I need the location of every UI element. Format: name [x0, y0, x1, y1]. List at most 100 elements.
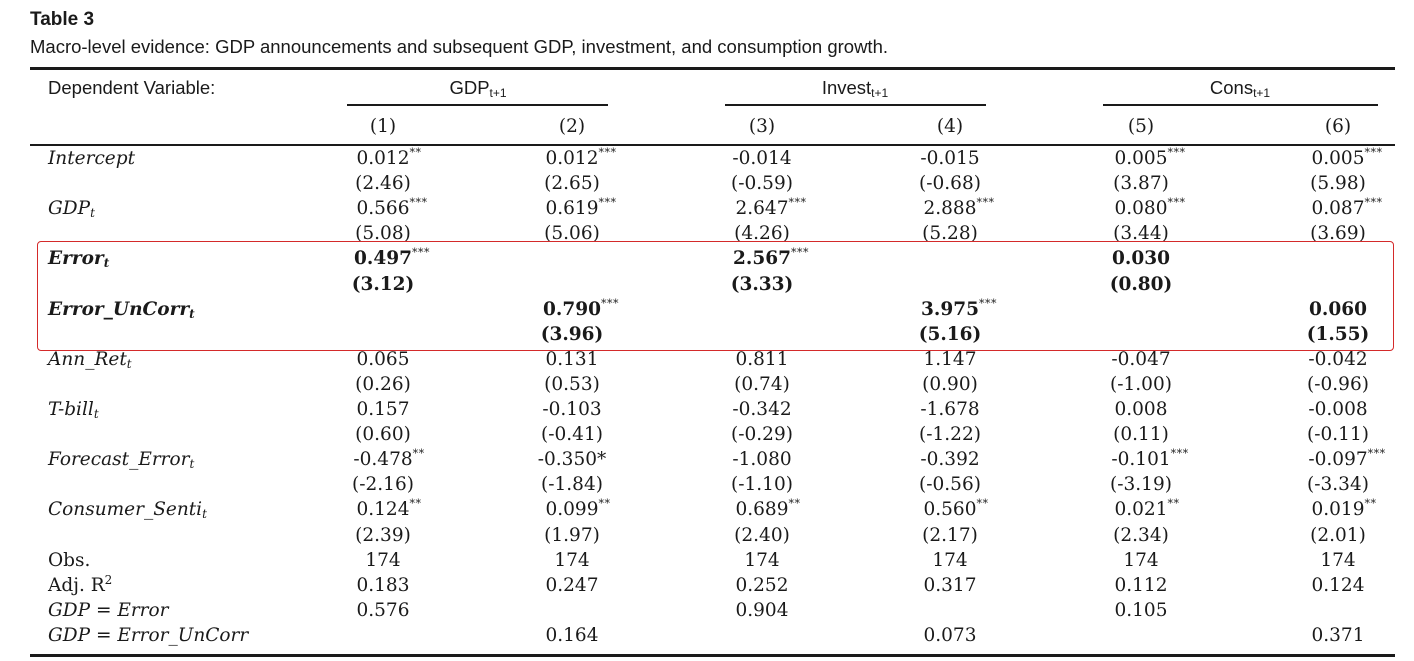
table-cell: 174 — [1320, 550, 1355, 572]
cell-value: (3.12) — [351, 273, 415, 295]
table-cell: 0.131 — [546, 349, 599, 371]
table-cell: 0.904 — [736, 600, 789, 622]
table-cell: (0.26) — [355, 374, 411, 396]
cell-value: 0.080 — [1114, 198, 1168, 220]
row-label: GDP = Error — [48, 600, 169, 622]
cell-value: 2.567 — [733, 248, 791, 270]
table-cell: (-0.41) — [541, 424, 603, 446]
cell-value: (-1.84) — [541, 474, 603, 496]
cell-value: -0.014 — [732, 148, 792, 169]
table-cell: 0.183 — [357, 575, 410, 597]
table-cell: -1.080 — [732, 449, 791, 471]
cell-value: 0.012 — [545, 148, 599, 169]
table-cell: (-1.84) — [541, 474, 603, 496]
cell-value: (0.26) — [355, 373, 411, 395]
table-cell: 0.105 — [1115, 600, 1168, 622]
column-number: (2) — [558, 116, 586, 137]
cell-value: (1.55) — [1306, 323, 1370, 345]
table-cell: -0.097 *** — [1308, 447, 1385, 471]
table-cell: (4.26) — [734, 223, 790, 245]
significance-stars: ** — [598, 497, 611, 511]
cell-value: (0.53) — [544, 373, 600, 395]
cell-value: 0.019 — [1311, 499, 1365, 521]
cell-value: 0.030 — [1112, 248, 1170, 270]
significance-stars: *** — [788, 196, 807, 210]
significance-stars: ** — [1364, 497, 1377, 511]
table-cell: 174 — [1123, 550, 1158, 572]
significance-stars: *** — [790, 246, 809, 260]
cell-value: (-2.16) — [352, 474, 414, 496]
table-cell: 0.099 ** — [546, 497, 610, 521]
row-label-text: Error_UnCorr — [48, 298, 190, 320]
cell-value: 0.164 — [545, 624, 599, 646]
cell-value: 0.124 — [1311, 574, 1365, 596]
table-cell: (2.40) — [734, 525, 790, 547]
table-cell: (3.33) — [731, 274, 794, 296]
table-cell: 2.567 *** — [733, 246, 808, 270]
row-label-subscript: t — [189, 457, 195, 472]
cell-value: 0.904 — [735, 599, 789, 621]
cell-value: (0.11) — [1113, 424, 1169, 446]
table-cell: (-3.34) — [1307, 474, 1369, 496]
table-cell: (2.39) — [355, 525, 411, 547]
significance-stars: *** — [978, 296, 997, 310]
cell-value: 3.975 — [921, 298, 979, 320]
table-cell: -0.008 — [1308, 399, 1367, 421]
column-group-header: Investt+1 — [822, 77, 888, 101]
column-number: (3) — [748, 116, 776, 137]
cell-value: (3.69) — [1310, 223, 1366, 245]
row-label: Intercept — [48, 148, 135, 170]
highlight-box — [37, 241, 1394, 351]
cell-value: 0.619 — [545, 198, 599, 220]
table-cell: 174 — [365, 550, 400, 572]
cell-value: 0.790 — [543, 298, 601, 320]
table-cell: (0.60) — [355, 424, 411, 446]
cell-value: -0.042 — [1308, 348, 1368, 370]
table-cell: (2.17) — [922, 525, 978, 547]
cell-value: (0.74) — [734, 373, 790, 395]
cell-value: 0.005 — [1311, 148, 1365, 169]
cell-value: 0.131 — [545, 348, 599, 370]
row-label: Forecast_Errort — [48, 449, 194, 472]
table-cell: 0.497 *** — [354, 246, 429, 270]
cell-value: 0.112 — [1114, 574, 1168, 596]
cell-value: -0.342 — [732, 399, 792, 420]
cell-value: -1.080 — [732, 449, 792, 471]
table-cell: 174 — [554, 550, 589, 572]
cell-value: -0.101 — [1111, 449, 1171, 471]
cell-value: 0.247 — [545, 574, 599, 596]
group-subscript: t+1 — [1253, 86, 1271, 100]
table-cell: (0.90) — [922, 374, 978, 396]
table-cell: 0.087 *** — [1312, 196, 1382, 220]
cell-value: 0.012 — [356, 148, 410, 169]
cell-value: 0.371 — [1311, 624, 1365, 646]
row-label-subscript: t — [189, 306, 195, 321]
table-cell: (3.96) — [541, 324, 604, 346]
row-label-text: Ann_Ret — [48, 348, 127, 370]
table-cell: 2.647 *** — [736, 196, 806, 220]
column-number: (6) — [1324, 116, 1352, 137]
table-cell: (-1.10) — [731, 474, 793, 496]
column-number: (4) — [936, 116, 964, 137]
table-cell: 0.124 — [1312, 575, 1365, 597]
table-cell: (5.16) — [919, 324, 982, 346]
cell-value: (-0.68) — [919, 173, 981, 195]
cell-value: -0.350* — [537, 449, 607, 471]
cell-value: 174 — [365, 549, 401, 571]
table-cell: (-0.11) — [1307, 424, 1369, 446]
table-cell: 2.888 *** — [923, 196, 994, 220]
cell-value: 0.566 — [356, 198, 410, 220]
cell-value: 2.888 — [923, 198, 977, 220]
table-cell: 0.252 — [736, 575, 789, 597]
row-label: GDP = Error_UnCorr — [48, 625, 248, 647]
cell-value: (5.16) — [918, 323, 982, 345]
table-cell: (1.55) — [1307, 324, 1370, 346]
cell-value: (0.80) — [1109, 273, 1173, 295]
table-cell: -0.350* — [538, 449, 606, 471]
table-cell: (5.08) — [355, 223, 411, 245]
significance-stars: *** — [598, 146, 617, 159]
table-cell: 0.576 — [357, 600, 410, 622]
column-group-header: Const+1 — [1210, 77, 1270, 101]
row-label-text: T-bill — [48, 399, 94, 420]
top-rule — [30, 67, 1395, 70]
